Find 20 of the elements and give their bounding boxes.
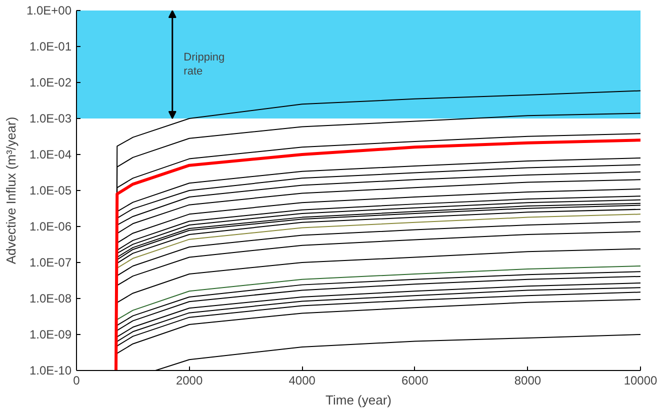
x-tick-label: 8000 bbox=[514, 374, 542, 388]
y-tick-label: 1.0E-09 bbox=[29, 328, 72, 342]
y-tick-label: 1.0E-07 bbox=[29, 256, 72, 270]
y-tick-label: 1.0E-08 bbox=[29, 292, 72, 306]
x-axis-title: Time (year) bbox=[326, 392, 392, 408]
x-tick-label: 10000 bbox=[624, 374, 658, 388]
band-label: Dripping rate bbox=[184, 51, 225, 78]
y-tick-label: 1.0E-05 bbox=[29, 184, 72, 198]
y-tick-label: 1.0E-02 bbox=[29, 76, 72, 90]
y-tick-label: 1.0E-01 bbox=[29, 40, 72, 54]
y-tick-label: 1.0E-04 bbox=[29, 148, 72, 162]
x-tick-label: 0 bbox=[73, 374, 80, 388]
y-tick-label: 1.0E-06 bbox=[29, 220, 72, 234]
x-tick-label: 6000 bbox=[402, 374, 429, 388]
y-tick-label: 1.0E-10 bbox=[29, 364, 72, 378]
y-tick-label: 1.0E+00 bbox=[26, 4, 72, 18]
x-tick-label: 2000 bbox=[176, 374, 203, 388]
y-axis-title: Advective Influx (m³/year) bbox=[3, 116, 18, 264]
x-tick-label: 4000 bbox=[288, 374, 316, 388]
y-tick-label: 1.0E-03 bbox=[29, 112, 72, 126]
